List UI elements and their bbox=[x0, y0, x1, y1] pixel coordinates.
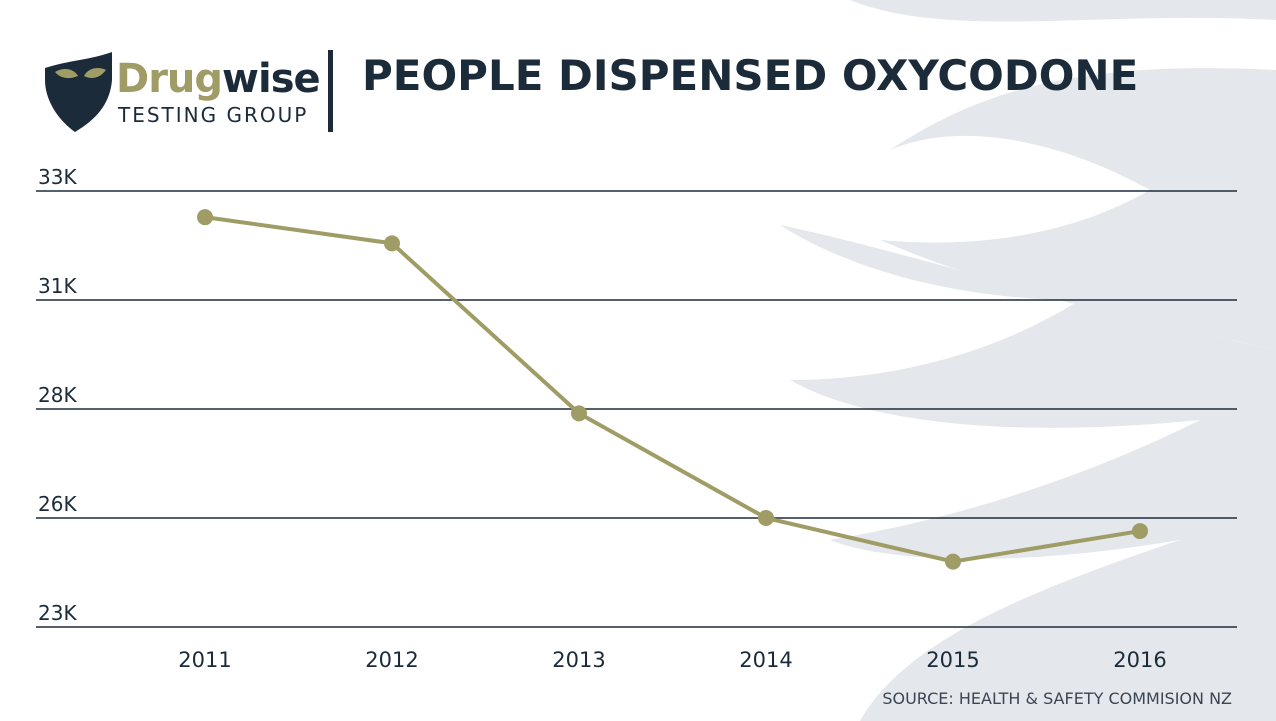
logo-brand: Drugwise bbox=[116, 56, 320, 102]
logo-tagline: TESTING GROUP bbox=[117, 103, 308, 127]
x-tick-label: 2015 bbox=[926, 648, 979, 672]
logo-shield bbox=[45, 52, 112, 132]
chart-title: PEOPLE DISPENSED OXYCODONE bbox=[362, 51, 1138, 100]
y-tick-label: 23K bbox=[38, 601, 77, 625]
x-tick-label: 2011 bbox=[178, 648, 231, 672]
logo-brand-part: wise bbox=[222, 56, 320, 102]
logo-eyes bbox=[55, 68, 106, 79]
y-tick-label: 28K bbox=[38, 383, 77, 407]
x-tick-label: 2012 bbox=[365, 648, 418, 672]
y-tick-label: 33K bbox=[38, 165, 77, 189]
logo-brand-part: Drug bbox=[116, 56, 222, 102]
point bbox=[384, 235, 400, 252]
point bbox=[945, 553, 961, 570]
x-tick-label: 2014 bbox=[739, 648, 792, 672]
source: SOURCE: HEALTH & SAFETY COMMISION NZ bbox=[882, 689, 1232, 708]
background-owl bbox=[780, 0, 1276, 721]
x-tick-label: 2016 bbox=[1113, 648, 1166, 672]
point bbox=[1132, 523, 1148, 540]
line bbox=[204, 215, 1141, 564]
x-tick-label: 2013 bbox=[552, 648, 605, 672]
y-tick-label: 26K bbox=[38, 492, 77, 516]
point bbox=[571, 405, 587, 422]
y-tick-label: 31K bbox=[38, 274, 77, 298]
point bbox=[197, 209, 213, 226]
point bbox=[758, 510, 774, 526]
divider bbox=[328, 50, 333, 132]
